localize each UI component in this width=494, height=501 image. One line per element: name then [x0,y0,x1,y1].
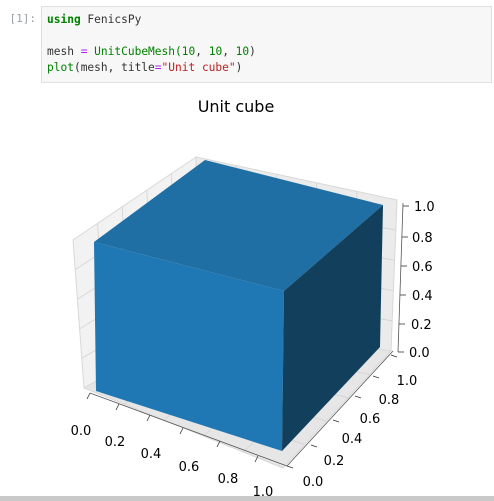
y-tick-label: 0.8 [379,393,400,408]
tick-mark [390,354,398,358]
tick-mark [310,444,318,448]
close-paren: ) [249,45,256,58]
cube-top-face [94,160,383,291]
tick-mark [216,440,221,448]
cube-front-face [94,242,284,451]
y-tick-label: 0.4 [342,432,363,447]
y-tick-label: 0.0 [303,475,324,490]
x-tick-label: 0.4 [141,447,162,462]
code-line-3: mesh = UnitCubeMesh(10, 10, 10) [47,45,256,60]
y-tick-label: 0.2 [324,454,345,469]
y-axis-line [286,350,394,467]
assign-operator: = [80,45,88,58]
plot-args: (mesh, title [73,61,155,74]
arg-nz: 10 [235,45,250,58]
tick-mark [332,419,340,423]
mesh-variable: mesh [47,45,81,58]
x-tick-label: 0.0 [71,424,92,439]
x-tick-label: 0.2 [105,435,126,450]
cube-right-face [282,205,383,451]
z-tick-label: 1.0 [414,200,435,215]
tick-mark [86,392,91,400]
code-cell[interactable]: using FenicsPy mesh = UnitCubeMesh(10, 1… [41,6,492,83]
z-tick-label: 0.8 [412,231,433,246]
unit-cube-plot: Unit cube 0.00.20.40.60.81.00.00.20.40.6… [71,97,435,500]
x-tick-label: 1.0 [253,485,274,496]
unitcubemesh-call: UnitCubeMesh( [87,45,182,58]
z-axis-line [397,202,404,353]
plot-call: plot [47,61,74,74]
keyword-using: using [47,13,81,26]
y-tick-label: 0.6 [360,412,381,427]
z-tick-label: 0.6 [412,260,433,275]
comma-2: , [222,45,236,58]
z-tick-label: 0.4 [412,289,433,304]
tick-mark [254,455,259,463]
cell-output: Unit cube 0.0 0.2 0.4 0.6 0.8 1.0 0.0 0.2 0.4 0.6… [0,90,494,500]
axis-ticks: 0.00.20.40.60.81.00.00.20.40.60.81.00.00… [71,200,435,500]
comma-1: , [195,45,209,58]
tick-mark [354,395,362,399]
close-paren-2: ) [235,61,243,74]
arg-ny: 10 [208,45,223,58]
tick-mark [115,403,120,411]
title-string: "Unit cube" [161,61,236,74]
tick-mark [179,427,184,435]
z-tick-label: 0.2 [411,318,432,333]
module-name: FenicsPy [80,13,142,26]
tick-mark [146,414,151,422]
z-tick-label: 0.0 [409,346,430,361]
tick-mark [286,465,294,469]
x-tick-label: 0.8 [218,472,239,487]
x-axis-line [89,392,288,467]
code-line-4: plot(mesh, title="Unit cube") [47,61,242,76]
plot-title: Unit cube [198,97,275,116]
code-line-1: using FenicsPy [47,13,141,28]
horizontal-scrollbar[interactable] [0,496,494,501]
kwarg-equals: = [154,61,162,74]
cell-prompt: [1]: [9,12,37,25]
arg-nx: 10 [181,45,196,58]
tick-mark [372,375,380,379]
y-tick-label: 1.0 [397,374,418,389]
x-tick-label: 0.6 [179,460,200,475]
